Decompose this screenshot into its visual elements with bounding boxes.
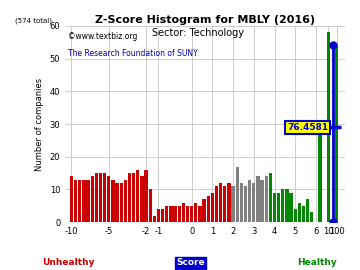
Bar (223, 186, 226, 222)
Bar (256, 176, 260, 222)
Bar (70, 176, 73, 222)
Bar (273, 193, 276, 222)
Text: Healthy: Healthy (297, 258, 337, 267)
Bar (140, 176, 144, 222)
Bar (207, 196, 210, 222)
Bar (103, 173, 106, 222)
Text: Sector: Technology: Sector: Technology (152, 28, 244, 38)
Bar (298, 202, 301, 222)
Bar (269, 173, 272, 222)
Bar (319, 127, 322, 222)
Bar (198, 206, 202, 222)
Bar (335, 45, 338, 222)
Bar (289, 193, 293, 222)
Bar (95, 173, 98, 222)
Bar (157, 209, 160, 222)
Bar (86, 180, 90, 222)
Bar (177, 206, 181, 222)
Text: (574 total): (574 total) (15, 17, 52, 24)
Bar (128, 173, 131, 222)
Bar (120, 183, 123, 222)
Bar (136, 170, 139, 222)
Bar (90, 176, 94, 222)
Bar (202, 199, 206, 222)
Bar (310, 212, 314, 222)
Bar (227, 183, 231, 222)
Text: 76.4581: 76.4581 (287, 123, 328, 132)
Bar (215, 186, 218, 222)
Bar (115, 183, 119, 222)
Bar (174, 206, 177, 222)
Bar (248, 180, 251, 222)
Bar (235, 167, 239, 222)
Bar (165, 206, 168, 222)
Bar (277, 193, 280, 222)
Bar (78, 180, 81, 222)
Bar (111, 180, 114, 222)
Y-axis label: Number of companies: Number of companies (35, 77, 44, 171)
Bar (327, 32, 330, 222)
Bar (190, 206, 193, 222)
Bar (244, 186, 247, 222)
Bar (169, 206, 172, 222)
Bar (107, 176, 111, 222)
Bar (260, 180, 264, 222)
Title: Z-Score Histogram for MBLY (2016): Z-Score Histogram for MBLY (2016) (95, 15, 315, 25)
Bar (149, 190, 152, 222)
Bar (74, 180, 77, 222)
Bar (182, 202, 185, 222)
Bar (302, 206, 305, 222)
Bar (294, 209, 297, 222)
Bar (306, 199, 309, 222)
Bar (153, 216, 156, 222)
Bar (281, 190, 284, 222)
Bar (211, 193, 214, 222)
Bar (144, 170, 148, 222)
Bar (186, 206, 189, 222)
Bar (161, 209, 164, 222)
Bar (194, 202, 197, 222)
Text: Unhealthy: Unhealthy (42, 258, 95, 267)
Bar (231, 186, 235, 222)
Text: Score: Score (176, 258, 205, 267)
Bar (240, 183, 243, 222)
Bar (132, 173, 135, 222)
Bar (82, 180, 86, 222)
Bar (252, 183, 256, 222)
Text: The Research Foundation of SUNY: The Research Foundation of SUNY (68, 49, 198, 58)
Text: ©www.textbiz.org: ©www.textbiz.org (68, 32, 138, 41)
Bar (219, 183, 222, 222)
Bar (265, 176, 268, 222)
Bar (124, 180, 127, 222)
Bar (285, 190, 289, 222)
Bar (99, 173, 102, 222)
